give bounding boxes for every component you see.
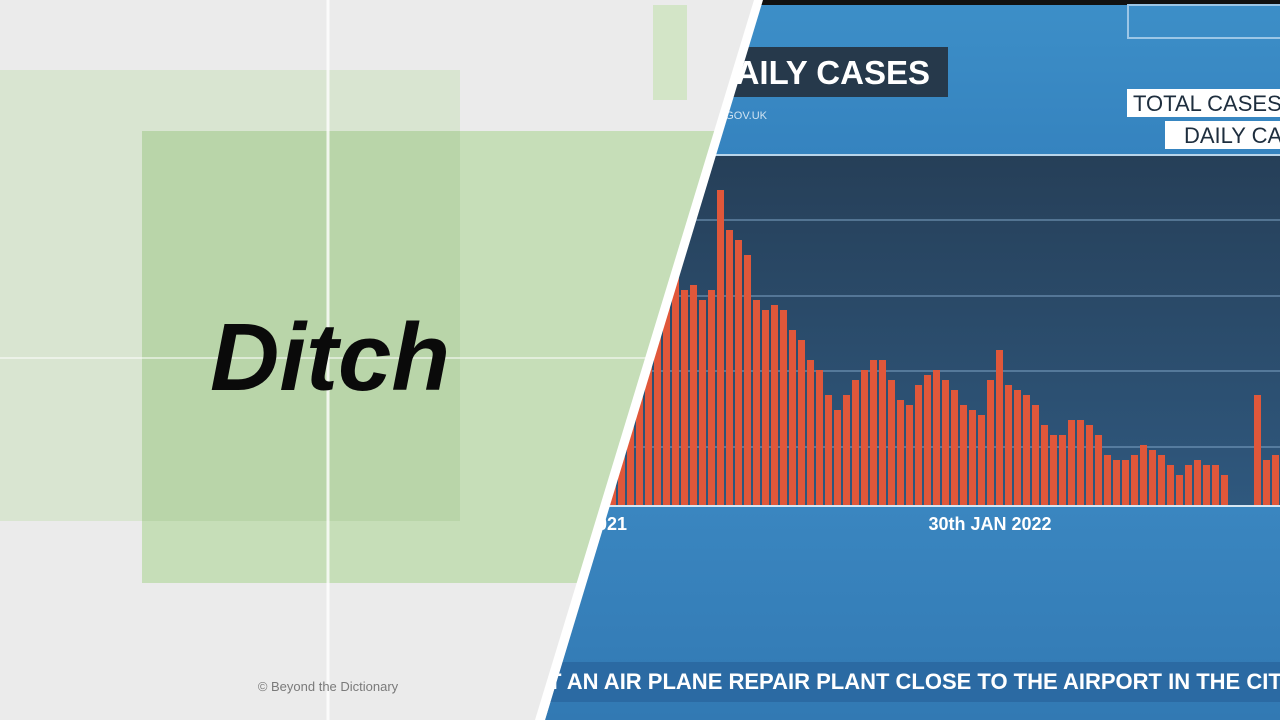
news-graphic: DAILY CASES A.GOV.UK TOTAL CASES DAILY C… bbox=[545, 0, 1280, 720]
legend-item: DAILY CA bbox=[1184, 123, 1280, 148]
credit: © Beyond the Dictionary bbox=[258, 679, 399, 694]
divider bbox=[535, 0, 763, 720]
legend-box bbox=[1127, 89, 1280, 117]
bars bbox=[600, 190, 1279, 505]
ticker: T AN AIR PLANE REPAIR PLANT CLOSE TO THE… bbox=[548, 669, 1280, 694]
x-label: 30th JAN 2022 bbox=[928, 514, 1051, 534]
panel bbox=[653, 5, 687, 100]
legend-item: TOTAL CASES bbox=[1133, 91, 1280, 116]
top-strip bbox=[545, 0, 1280, 5]
legend-box bbox=[1165, 121, 1280, 149]
graphic-title: DAILY CASES bbox=[712, 54, 930, 91]
frame bbox=[1127, 4, 1280, 39]
panel-overlap bbox=[142, 131, 460, 521]
ticker-bar bbox=[545, 662, 1280, 702]
word: Ditch bbox=[210, 304, 450, 411]
